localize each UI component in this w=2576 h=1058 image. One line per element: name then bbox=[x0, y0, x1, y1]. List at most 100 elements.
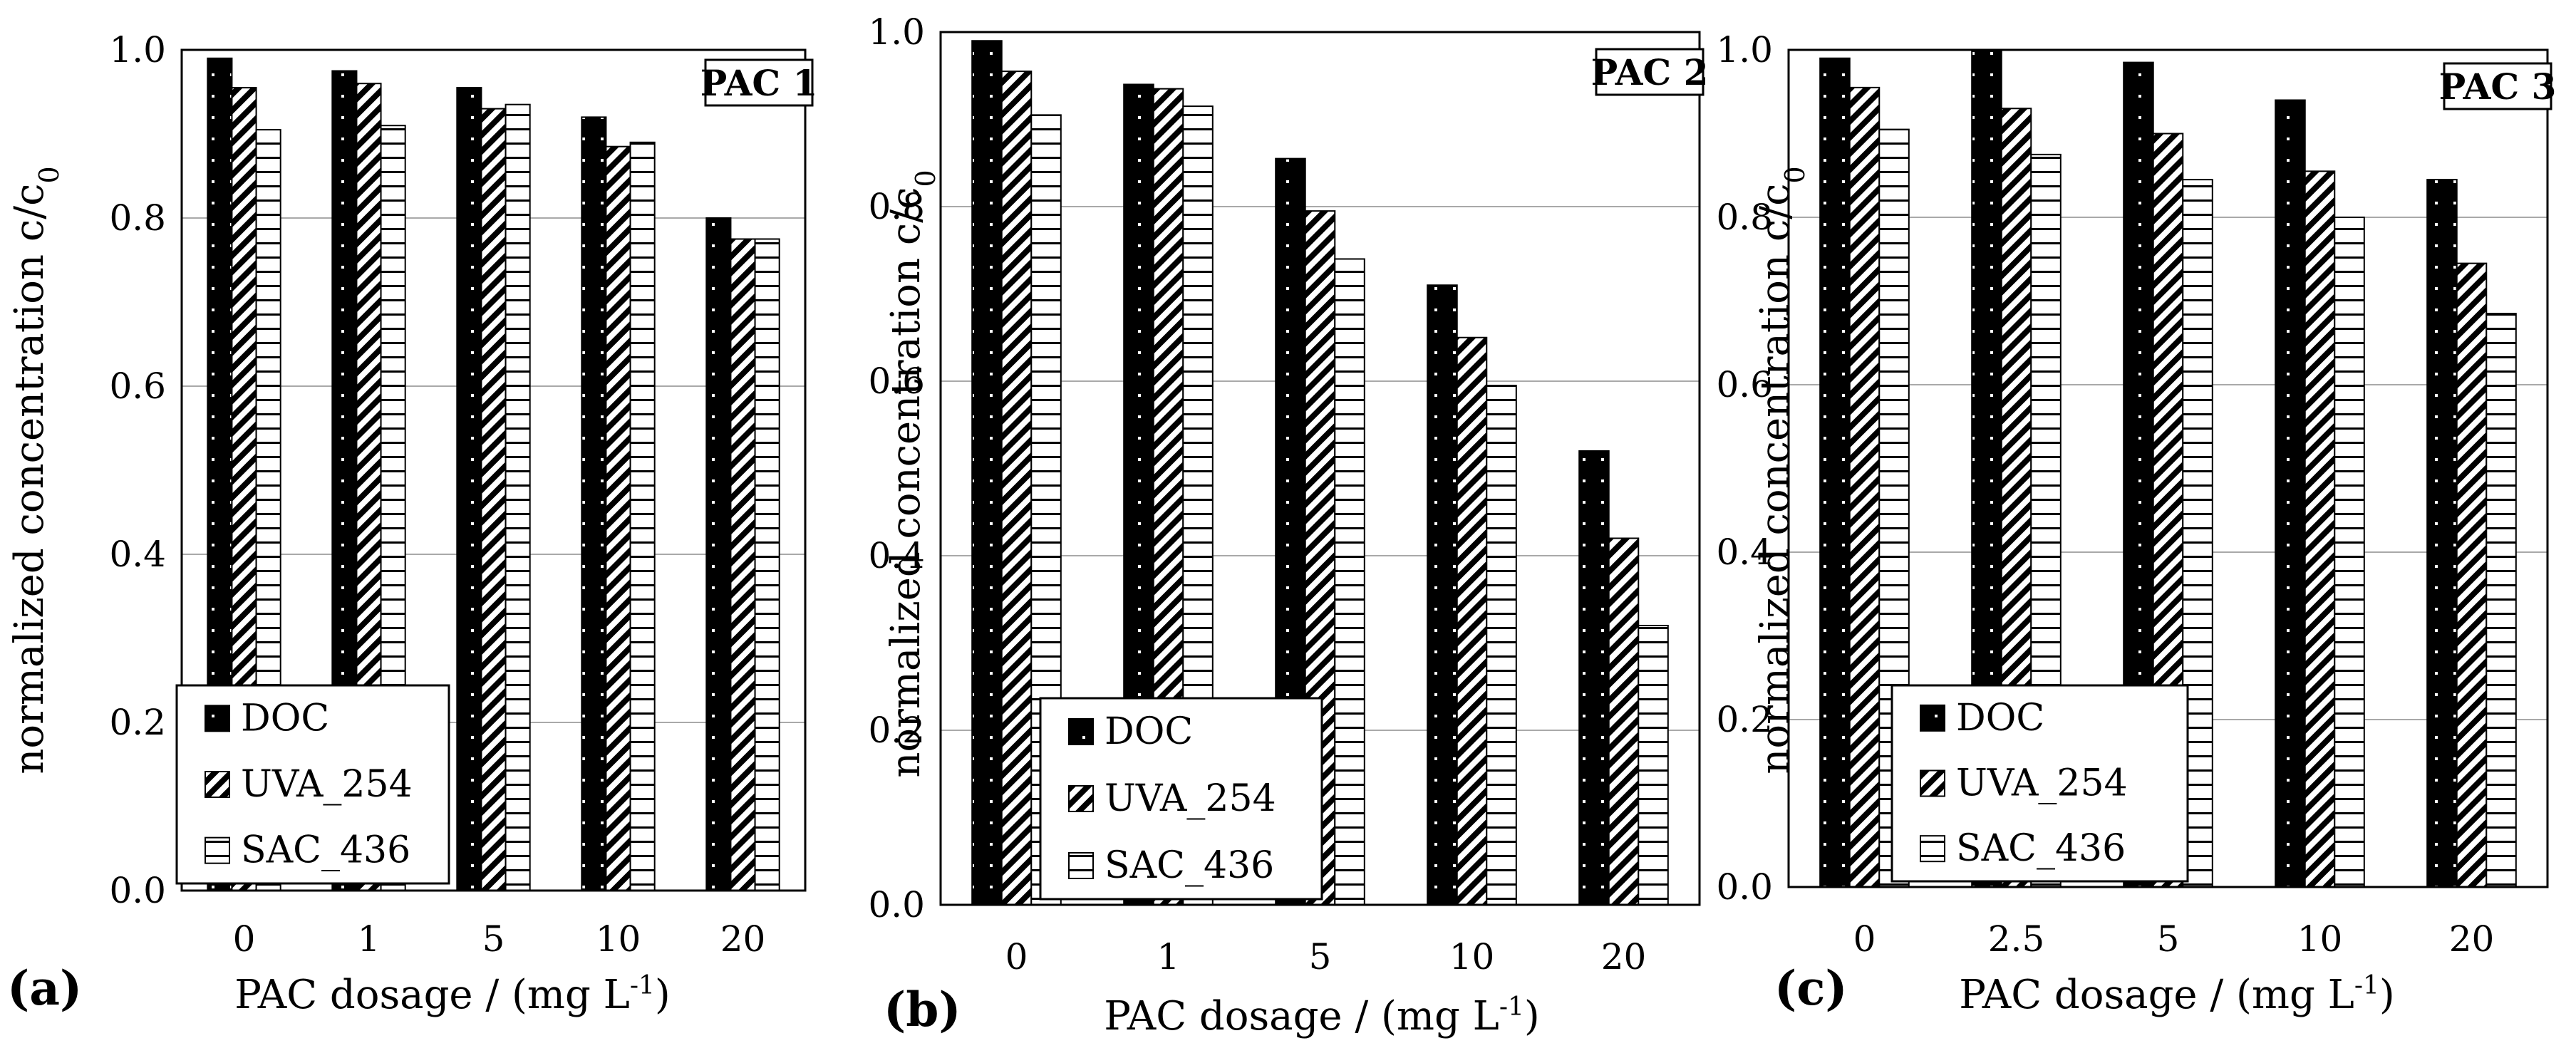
y-tick-label: 0.2 bbox=[109, 702, 166, 743]
legend-label-sac: SAC_436 bbox=[1105, 844, 1274, 887]
bar-uva-5 bbox=[1608, 537, 1640, 906]
x-axis-title-end: ) bbox=[655, 972, 671, 1018]
y-tick-label: 0.0 bbox=[868, 884, 925, 925]
x-tick-label: 5 bbox=[2157, 918, 2180, 960]
legend-label-sac: SAC_436 bbox=[1956, 827, 2126, 870]
legend-swatch-uva bbox=[1068, 785, 1094, 812]
bar-doc-1 bbox=[1819, 57, 1851, 888]
bar-uva-5 bbox=[2456, 262, 2488, 888]
y-tick-label: 0.2 bbox=[868, 710, 925, 751]
x-axis-title-main: PAC dosage / (mg L bbox=[234, 972, 630, 1018]
bar-sac-4 bbox=[1486, 385, 1517, 906]
bar-uva-1 bbox=[1000, 71, 1033, 906]
legend-swatch-uva bbox=[1920, 769, 1945, 797]
y-axis-title: normalized concentration c/c0 bbox=[1752, 166, 1811, 774]
legend-label-doc: DOC bbox=[241, 697, 329, 740]
x-tick-label: 10 bbox=[2297, 918, 2343, 960]
bar-uva-4 bbox=[2304, 170, 2336, 888]
legend-swatch-sac bbox=[1920, 835, 1945, 863]
bar-sac-4 bbox=[2334, 217, 2365, 888]
chart-panel-2: 0.0 0.2 0.4 0.6 0.8 1.0 0 1 5 10 20 PAC 2 DOC UVA_254… bbox=[868, 11, 1708, 1039]
plot-frame bbox=[939, 31, 1701, 906]
bar-doc-1 bbox=[971, 40, 1003, 906]
legend: DOC UVA_254 SAC_436 bbox=[175, 684, 450, 885]
plot-frame bbox=[1787, 48, 2549, 888]
legend-label-sac: SAC_436 bbox=[241, 829, 410, 872]
y-tick-label: 0.4 bbox=[868, 535, 925, 576]
y-tick-label: 0.0 bbox=[109, 870, 166, 911]
panel-letter: (c) bbox=[1774, 960, 1848, 1016]
y-tick-label: 0.8 bbox=[868, 186, 925, 227]
y-tick-label: 0.8 bbox=[1716, 197, 1773, 238]
bar-doc-5 bbox=[705, 217, 732, 891]
y-tick-label: 1.0 bbox=[109, 29, 166, 71]
bar-doc-5 bbox=[1578, 450, 1610, 906]
panel-title-frame bbox=[704, 58, 814, 107]
legend-swatch-sac bbox=[205, 836, 230, 864]
legend-label-doc: DOC bbox=[1105, 710, 1193, 753]
panel-title: PAC 3 bbox=[2439, 66, 2557, 108]
panel-title: PAC 2 bbox=[1591, 51, 1709, 93]
bar-uva-3 bbox=[480, 108, 507, 892]
chart-panel-1: 0.0 0.2 0.4 0.6 0.8 1.0 0 1 5 10 20 PAC 1 DOC UVA_254… bbox=[6, 29, 817, 1018]
plot-frame bbox=[180, 48, 807, 892]
x-axis-title-sup: -1 bbox=[1499, 992, 1524, 1022]
x-axis-title-end: ) bbox=[1524, 993, 1540, 1039]
bar-doc-4 bbox=[2275, 99, 2306, 888]
x-tick-label: 0 bbox=[233, 918, 256, 960]
y-tick-label: 0.4 bbox=[109, 534, 166, 575]
y-tick-label: 0.2 bbox=[1716, 699, 1773, 740]
bar-uva-1 bbox=[1848, 86, 1881, 888]
bar-sac-5 bbox=[2486, 313, 2517, 888]
y-tick-label: 0.6 bbox=[109, 365, 166, 407]
y-axis-title-sub: 0 bbox=[910, 170, 941, 187]
y-tick-label: 1.0 bbox=[868, 11, 925, 53]
y-axis-title-sub: 0 bbox=[33, 166, 65, 183]
bar-doc-5 bbox=[2426, 179, 2458, 888]
x-axis-title: PAC dosage / (mg L-1) bbox=[1104, 992, 1540, 1040]
panel-title-frame bbox=[2443, 62, 2552, 110]
y-axis-title-sub: 0 bbox=[1779, 166, 1811, 183]
panel-title: PAC 1 bbox=[700, 62, 818, 104]
panel-title-box: PAC 2 bbox=[1591, 48, 1709, 96]
bar-uva-4 bbox=[1456, 336, 1488, 906]
y-axis-title-main: normalized concentration c/c bbox=[883, 187, 929, 778]
bar-sac-5 bbox=[754, 238, 780, 891]
x-axis-title-sup: -1 bbox=[630, 971, 655, 1000]
chart-panel-3: 0.0 0.2 0.4 0.6 0.8 1.0 0 2.5 5 10 20 PAC 3 DOC UVA_2… bbox=[1716, 29, 2556, 1018]
x-axis-title-end: ) bbox=[2379, 972, 2395, 1018]
x-tick-label: 1 bbox=[1157, 936, 1180, 977]
y-tick-label: 0.0 bbox=[1716, 866, 1773, 908]
panel-title-frame bbox=[1595, 48, 1705, 96]
legend-label-uva: UVA_254 bbox=[241, 763, 413, 806]
x-tick-label: 20 bbox=[2449, 918, 2495, 960]
legend-label-uva: UVA_254 bbox=[1956, 762, 2128, 805]
x-axis-title-main: PAC dosage / (mg L bbox=[1104, 993, 1499, 1039]
x-tick-label: 5 bbox=[482, 918, 505, 960]
bar-uva-4 bbox=[605, 145, 631, 892]
bar-sac-3 bbox=[505, 103, 531, 892]
legend-label-doc: DOC bbox=[1956, 697, 2044, 740]
legend-swatch-sac bbox=[1068, 852, 1094, 879]
legend-swatch-doc bbox=[1920, 704, 1945, 732]
x-tick-label: 20 bbox=[720, 918, 766, 960]
y-tick-label: 0.6 bbox=[1716, 364, 1773, 405]
y-axis-title: normalized concentration c/c0 bbox=[6, 166, 65, 774]
bar-uva-5 bbox=[730, 238, 756, 891]
x-tick-label: 0 bbox=[1853, 918, 1876, 960]
x-tick-label: 2.5 bbox=[1988, 918, 2045, 960]
x-tick-label: 5 bbox=[1309, 936, 1332, 977]
bar-doc-3 bbox=[456, 87, 482, 892]
bar-sac-5 bbox=[1638, 625, 1669, 906]
y-tick-label: 0.8 bbox=[109, 197, 166, 239]
bar-sac-4 bbox=[629, 141, 656, 891]
panel-letter: (a) bbox=[7, 960, 82, 1016]
y-tick-label: 0.6 bbox=[868, 361, 925, 402]
legend: DOC UVA_254 SAC_436 bbox=[1890, 684, 2189, 883]
y-axis-title-main: normalized concentration c/c bbox=[1752, 184, 1799, 774]
x-axis-title-sup: -1 bbox=[2354, 971, 2379, 1000]
x-axis-title: PAC dosage / (mg L-1) bbox=[234, 971, 671, 1019]
legend-swatch-doc bbox=[1068, 718, 1094, 745]
